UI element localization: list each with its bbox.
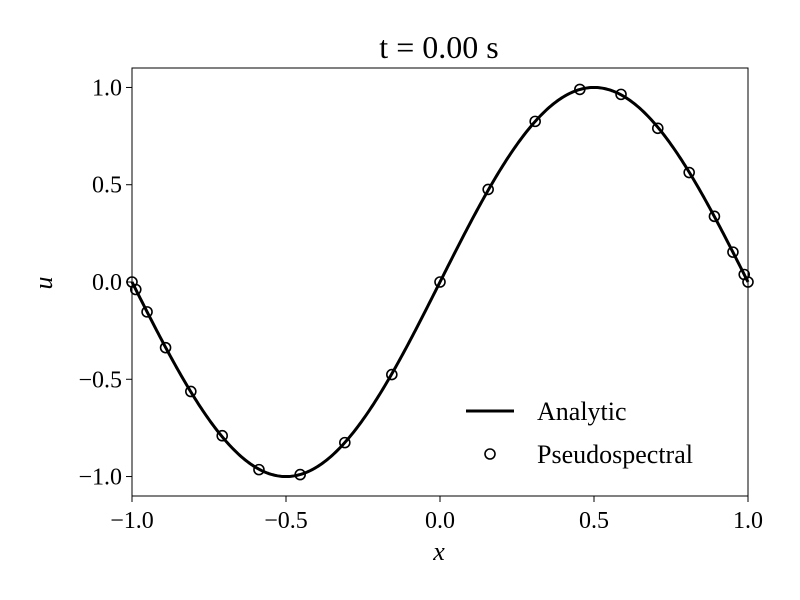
series-pseudospectral-point bbox=[253, 463, 265, 476]
series-pseudospectral-point bbox=[574, 83, 586, 96]
x-tick-label: 0.5 bbox=[579, 508, 609, 534]
series-pseudospectral-point bbox=[185, 385, 197, 398]
series-pseudospectral-point bbox=[727, 246, 739, 258]
x-tick-label: −0.5 bbox=[264, 508, 308, 534]
y-axis-label: u bbox=[29, 277, 58, 290]
x-tick-label: −1.0 bbox=[110, 508, 154, 534]
x-axis-ticks: −1.0 −0.5 0.0 0.5 1.0 bbox=[110, 496, 763, 534]
series-pseudospectral-point bbox=[216, 429, 229, 442]
series-pseudospectral-point bbox=[294, 468, 306, 481]
series-pseudospectral-point bbox=[708, 210, 721, 223]
y-tick-label: −0.5 bbox=[78, 367, 122, 393]
x-tick-label: 0.0 bbox=[425, 508, 455, 534]
x-axis-label: x bbox=[432, 537, 445, 566]
y-tick-label: 0.0 bbox=[92, 270, 122, 296]
series-pseudospectral-point bbox=[159, 341, 172, 354]
chart-title: t = 0.00 s bbox=[379, 29, 498, 65]
series-pseudospectral-point bbox=[141, 306, 153, 318]
series-pseudospectral-point bbox=[339, 436, 351, 449]
x-tick-label: 1.0 bbox=[733, 508, 763, 534]
plot-frame bbox=[131, 67, 749, 497]
series-pseudospectral-point bbox=[651, 122, 664, 135]
y-tick-label: 1.0 bbox=[92, 75, 122, 101]
legend-analytic-label: Analytic bbox=[537, 397, 627, 426]
series-analytic-line bbox=[130, 85, 750, 479]
legend-pseudospectral-label: Pseudospectral bbox=[537, 440, 693, 469]
series-pseudospectral-point bbox=[129, 283, 142, 296]
series-pseudospectral-point bbox=[615, 88, 627, 101]
legend-pseudospectral-swatch bbox=[484, 448, 496, 460]
legend: Analytic Pseudospectral bbox=[466, 397, 693, 469]
y-tick-label: −1.0 bbox=[78, 465, 122, 491]
series-pseudospectral-point bbox=[434, 276, 446, 288]
series-pseudospectral-point bbox=[683, 166, 695, 179]
y-axis-ticks: −1.0 −0.5 0.0 0.5 1.0 bbox=[78, 75, 132, 491]
y-tick-label: 0.5 bbox=[92, 173, 122, 199]
series-pseudospectral-point bbox=[386, 368, 398, 381]
series-pseudospectral-point bbox=[529, 115, 541, 128]
series-pseudospectral-point bbox=[482, 183, 494, 196]
